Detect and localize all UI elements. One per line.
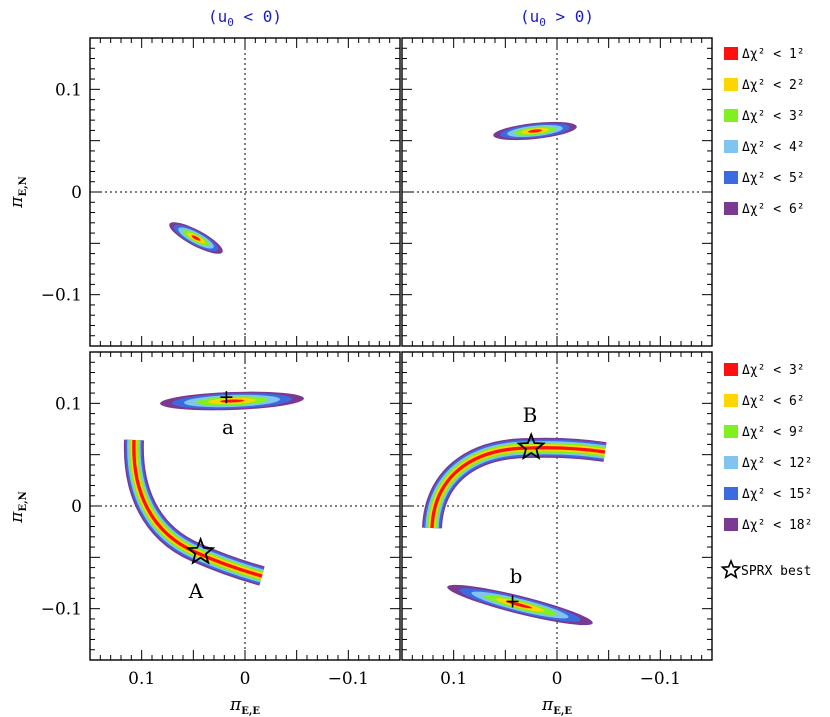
- panel-top-left: 0.1 0 −0.1: [41, 37, 401, 347]
- contour-level-1: [528, 129, 542, 133]
- label-b: b: [510, 564, 523, 588]
- x-tick-label: −0.1: [640, 669, 681, 689]
- legend-bottom-entry-label: Δχ² < 6²: [742, 394, 805, 409]
- legend-bottom-entry-label: Δχ² < 3²: [742, 363, 805, 378]
- sprx-best-star: [516, 431, 546, 461]
- y-tick-label: 0.1: [55, 394, 82, 414]
- y-tick-label: 0: [71, 183, 82, 203]
- legend-bottom-entry-swatch: [724, 425, 738, 438]
- panel-bottom-left: 0.1 0 −0.1 0.1 0 −0.1 a A: [41, 351, 401, 689]
- legend-top-entry-label: Δχ² < 4²: [742, 140, 805, 155]
- x-tick-label: 0.1: [440, 669, 467, 689]
- contour-region: [169, 222, 223, 254]
- y-tick-label: −0.1: [41, 286, 82, 306]
- panel-top-right: [401, 37, 713, 347]
- contour-region: [160, 391, 304, 411]
- y-axis-label-top: πE,N: [7, 176, 29, 208]
- legend-top-entry-label: Δχ² < 5²: [742, 171, 805, 186]
- legend-top-entry-swatch: [724, 47, 738, 60]
- contour-region: [493, 121, 577, 141]
- x-tick-label: 0: [240, 669, 251, 689]
- y-tick-label: 0.1: [55, 80, 82, 100]
- legend-top-entry-swatch: [724, 171, 738, 184]
- legend-bottom-entry-label: Δχ² < 15²: [742, 487, 812, 502]
- x-axis-label-right: πE,E: [541, 695, 572, 717]
- legend-top-entry-swatch: [724, 109, 738, 122]
- contour-level-1: [132, 439, 263, 578]
- sprx-best-star: [185, 536, 216, 565]
- x-tick-label: 0: [552, 669, 563, 689]
- legend-bottom-entry-swatch: [724, 363, 738, 376]
- contour-region: [447, 584, 593, 626]
- legend-bottom-entry-swatch: [724, 518, 738, 531]
- legend-bottom-entry-label: Δχ² < 18²: [742, 518, 812, 533]
- x-tick-label: 0.1: [128, 669, 155, 689]
- legend-star-icon: [720, 558, 742, 580]
- legend-bottom-entry-swatch: [724, 394, 738, 407]
- legend-top-entry-swatch: [724, 140, 738, 153]
- legend-bottom: Δχ² < 3² Δχ² < 6² Δχ² < 9² Δχ² < 12² Δχ² < 1…: [724, 363, 812, 533]
- label-B: B: [523, 403, 538, 427]
- legend-top: Δχ² < 1² Δχ² < 2² Δχ² < 3² Δχ² < 4² Δχ² < 5²…: [724, 47, 805, 217]
- header-u0-positive: (u0 > 0): [520, 7, 594, 29]
- legend-bottom-entry-label: Δχ² < 9²: [742, 425, 805, 440]
- legend-top-entry-label: Δχ² < 3²: [742, 109, 805, 124]
- legend-star-label: SPRX best: [741, 564, 811, 579]
- legend-bottom-entry-label: Δχ² < 12²: [742, 456, 812, 471]
- contour-region: [123, 439, 265, 586]
- legend-top-entry-swatch: [724, 202, 738, 215]
- legend-top-entry-label: Δχ² < 1²: [742, 47, 805, 62]
- legend-top-entry-label: Δχ² < 2²: [742, 78, 805, 93]
- contour-level-1: [430, 446, 606, 529]
- legend-star-entry: SPRX best: [720, 558, 811, 580]
- x-tick-label: −0.1: [328, 669, 369, 689]
- legend-top-entry-label: Δχ² < 6²: [742, 202, 805, 217]
- x-axis-label-left: πE,E: [229, 695, 260, 717]
- legend-top-entry-swatch: [724, 78, 738, 91]
- legend-bottom-entry-swatch: [724, 487, 738, 500]
- label-a: a: [222, 415, 234, 439]
- label-A: A: [188, 579, 204, 603]
- contour-region: [422, 437, 607, 529]
- y-axis-label-bottom: πE,N: [7, 491, 29, 523]
- legend-bottom-entry-swatch: [724, 456, 738, 469]
- contour-level-1: [507, 601, 533, 609]
- contour-level-1: [191, 235, 201, 241]
- y-tick-label: 0: [71, 497, 82, 517]
- y-tick-label: −0.1: [41, 600, 82, 620]
- panel-bottom-right: 0.1 0 −0.1 Bb: [401, 351, 713, 689]
- header-u0-negative: (u0 < 0): [208, 7, 282, 29]
